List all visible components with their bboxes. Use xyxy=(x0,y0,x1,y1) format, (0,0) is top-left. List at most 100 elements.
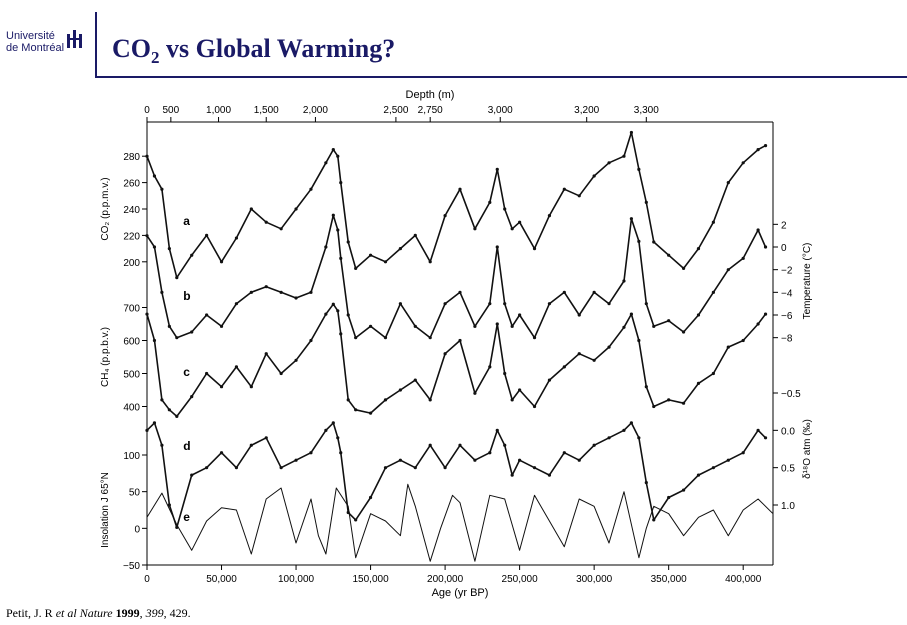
series-c-point xyxy=(726,345,730,349)
series-b-point xyxy=(331,213,335,217)
series-d-point xyxy=(398,458,402,462)
depth-tick-label: 1,000 xyxy=(206,105,231,116)
series-a-point xyxy=(592,174,596,178)
depth-axis-title: Depth (m) xyxy=(406,89,455,101)
depth-tick-label: 3,300 xyxy=(634,105,659,116)
series-c-point xyxy=(518,388,522,392)
series-c-point xyxy=(160,398,164,402)
series-c-point xyxy=(398,388,402,392)
series-b-point xyxy=(324,245,328,249)
series-d-point xyxy=(495,428,499,432)
series-label-d: d xyxy=(183,439,190,453)
series-b-point xyxy=(336,228,340,232)
right-tick-label: 2 xyxy=(781,220,787,231)
series-c-point xyxy=(473,391,477,395)
series-c-point xyxy=(763,312,768,316)
series-d-point xyxy=(637,436,641,440)
x-tick-label: 400,000 xyxy=(725,574,762,585)
depth-tick-label: 2,000 xyxy=(303,105,328,116)
series-d-point xyxy=(294,458,298,462)
header-horizontal-rule xyxy=(95,76,907,78)
series-d-point xyxy=(152,421,157,425)
series-a-point xyxy=(336,154,340,158)
series-a-point xyxy=(145,154,149,158)
series-a-point xyxy=(346,240,350,244)
left-axis-title: CH₄ (p.p.b.v.) xyxy=(100,327,111,387)
series-d-point xyxy=(443,466,447,470)
series-d-point xyxy=(354,518,358,522)
series-b-point xyxy=(190,330,194,334)
series-d-point xyxy=(681,488,686,492)
series-a-point xyxy=(495,167,499,171)
series-d-point xyxy=(577,458,581,462)
x-tick-label: 250,000 xyxy=(502,574,539,585)
x-tick-label: 150,000 xyxy=(352,574,389,585)
x-tick-label: 200,000 xyxy=(427,574,464,585)
series-e-line xyxy=(146,483,774,562)
series-c-point xyxy=(175,414,179,418)
series-c-point xyxy=(711,371,715,376)
series-d-point xyxy=(331,421,335,425)
series-d-point xyxy=(592,443,596,447)
series-b-point xyxy=(443,302,447,306)
series-d-point xyxy=(741,451,745,455)
x-tick-label: 300,000 xyxy=(576,574,613,585)
series-c-point xyxy=(495,322,499,326)
series-b-point xyxy=(368,324,373,328)
series-a-point xyxy=(175,276,179,280)
series-a-point xyxy=(652,240,656,244)
series-d-point xyxy=(167,503,171,507)
series-c-point xyxy=(756,322,760,326)
series-a-point xyxy=(443,214,447,218)
left-tick-label: 220 xyxy=(123,231,140,242)
series-b-point xyxy=(219,324,224,328)
series-a-point xyxy=(309,187,313,191)
series-b-point xyxy=(607,302,611,306)
series-b-point xyxy=(264,285,268,289)
left-tick-label: 260 xyxy=(123,179,140,190)
series-c-point xyxy=(510,398,514,402)
series-c-point xyxy=(234,365,239,369)
series-d-point xyxy=(413,466,417,470)
x-axis-title: Age (yr BP) xyxy=(432,587,489,599)
series-a-point xyxy=(763,144,768,148)
series-b-point xyxy=(667,319,671,323)
series-b-point xyxy=(398,302,402,306)
series-d-point xyxy=(264,436,268,440)
series-b-point xyxy=(473,324,477,328)
series-c-point xyxy=(368,411,373,415)
series-c-point xyxy=(577,352,581,356)
right-tick-label: −2 xyxy=(781,266,793,277)
series-a-point xyxy=(398,247,402,251)
series-a-point xyxy=(681,266,686,270)
right-tick-label: 0.0 xyxy=(781,426,795,437)
left-tick-label: 0 xyxy=(134,524,140,535)
series-a-point xyxy=(413,233,417,237)
series-b-point xyxy=(577,313,581,317)
series-a-point xyxy=(726,181,730,185)
series-a-point xyxy=(249,207,253,211)
series-a-point xyxy=(510,227,514,231)
series-b-point xyxy=(711,290,715,294)
x-tick-label: 50,000 xyxy=(206,574,237,585)
series-d-point xyxy=(622,428,626,432)
series-c-point xyxy=(413,378,417,382)
series-d-point xyxy=(324,428,328,432)
series-c-point xyxy=(652,404,656,409)
series-b-point xyxy=(160,290,164,294)
series-d-point xyxy=(473,458,477,462)
series-b-point xyxy=(428,336,432,340)
series-b-point xyxy=(532,336,537,340)
right-tick-label: 1.0 xyxy=(781,501,795,512)
series-d-point xyxy=(667,495,671,500)
series-b-point xyxy=(495,245,499,249)
depth-tick-label: 3,200 xyxy=(574,105,599,116)
x-tick-label: 350,000 xyxy=(651,574,688,585)
series-d-point xyxy=(205,466,209,470)
series-b-point xyxy=(279,290,283,294)
series-d-point xyxy=(503,443,507,447)
depth-tick-label: 0 xyxy=(144,105,150,116)
series-b-point xyxy=(756,228,760,232)
series-a-point xyxy=(383,260,388,264)
left-tick-label: 600 xyxy=(123,337,140,348)
